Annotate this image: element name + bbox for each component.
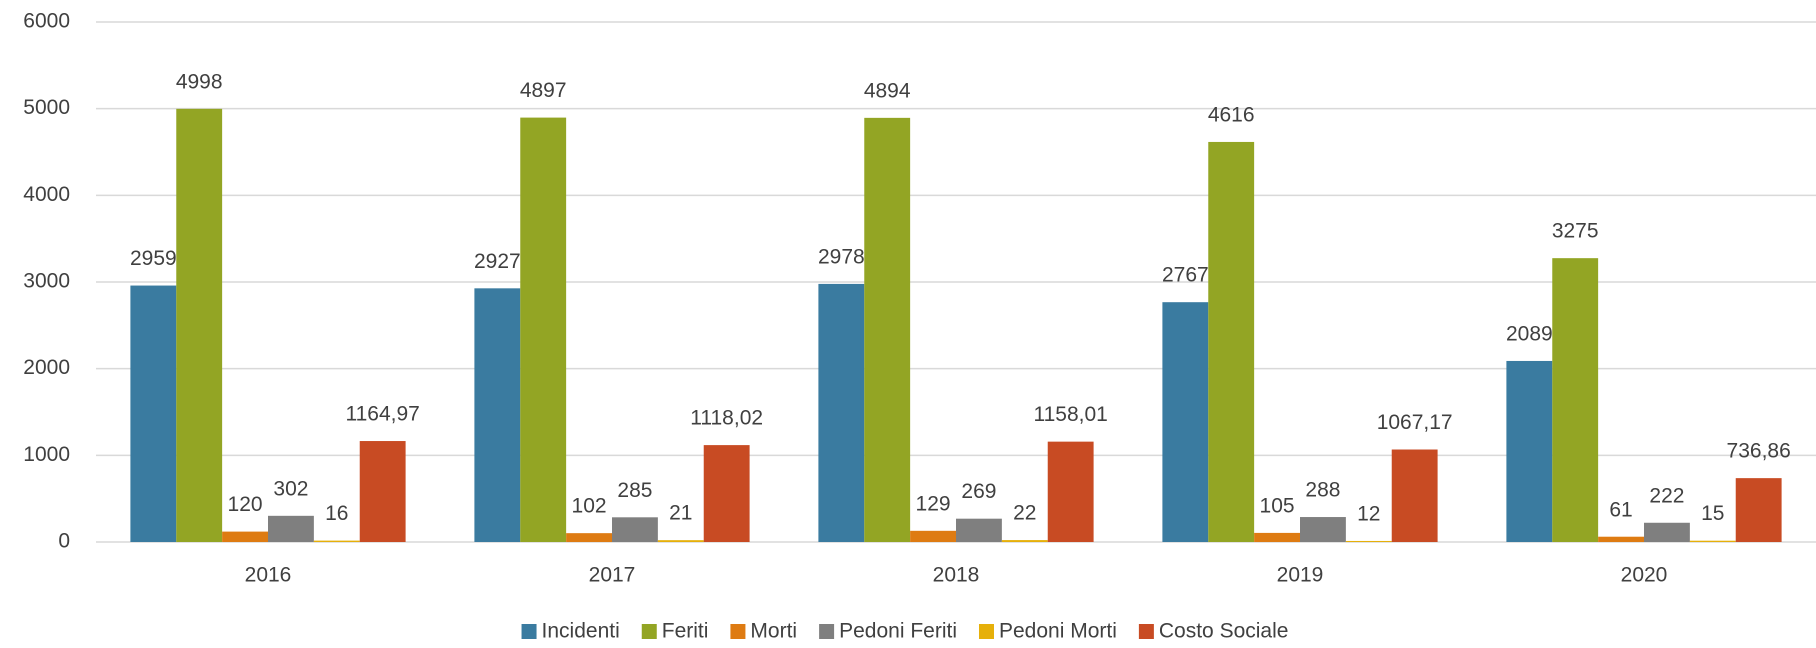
y-tick-label: 1000 <box>23 443 70 466</box>
data-label: 288 <box>1305 479 1340 502</box>
bar <box>1598 536 1644 542</box>
bar <box>818 283 865 542</box>
bar <box>268 515 314 542</box>
bar <box>1644 522 1690 542</box>
data-label: 4894 <box>864 79 911 102</box>
data-label: 2927 <box>474 250 521 273</box>
bar <box>657 540 704 542</box>
data-label: 1118,02 <box>690 407 763 430</box>
x-tick-label: 2017 <box>589 564 636 587</box>
data-label: 2978 <box>818 245 865 268</box>
legend-label: Feriti <box>662 620 709 643</box>
x-tick-label: 2016 <box>245 564 292 587</box>
bar <box>1735 478 1782 542</box>
data-label: 102 <box>572 495 607 518</box>
bar <box>1162 302 1209 542</box>
data-label: 61 <box>1609 498 1632 521</box>
legend-swatch <box>521 624 537 639</box>
legend-swatch <box>641 624 657 639</box>
bar <box>1552 258 1599 542</box>
bar <box>1001 540 1048 542</box>
data-label: 2767 <box>1162 264 1209 287</box>
legend-label: Incidenti <box>542 620 620 643</box>
legend-label: Morti <box>750 620 797 643</box>
bar <box>222 531 268 542</box>
bar <box>566 533 612 542</box>
data-label: 21 <box>669 502 692 525</box>
bar <box>176 108 223 542</box>
bar <box>703 445 750 542</box>
y-tick-label: 6000 <box>23 10 70 33</box>
bar <box>474 288 521 542</box>
data-label: 105 <box>1260 494 1295 517</box>
x-tick-label: 2019 <box>1277 564 1324 587</box>
data-label: 120 <box>228 493 263 516</box>
y-tick-label: 4000 <box>23 183 70 206</box>
data-label: 736,86 <box>1727 440 1791 463</box>
bar <box>1506 360 1553 542</box>
data-label: 222 <box>1649 484 1684 507</box>
bar <box>1047 441 1094 542</box>
legend-swatch <box>1138 624 1154 639</box>
data-label: 16 <box>325 502 348 525</box>
bar <box>520 117 567 543</box>
bar <box>1254 532 1300 542</box>
bar <box>956 518 1002 542</box>
bar <box>1391 449 1438 542</box>
data-label: 1164,97 <box>345 403 419 426</box>
bar <box>864 117 911 542</box>
bar <box>1300 517 1346 542</box>
data-label: 285 <box>617 479 652 502</box>
legend-swatch <box>819 624 835 639</box>
data-label: 3275 <box>1552 220 1599 243</box>
legend-label: Pedoni Morti <box>999 620 1117 643</box>
bar <box>130 285 177 542</box>
legend-swatch <box>730 624 746 639</box>
legend-label: Pedoni Feriti <box>839 620 957 643</box>
data-label: 269 <box>961 480 996 503</box>
legend-label: Costo Sociale <box>1159 620 1289 643</box>
data-label: 1067,17 <box>1377 411 1453 434</box>
data-label: 12 <box>1357 503 1380 526</box>
bar <box>612 517 658 542</box>
y-tick-label: 2000 <box>23 356 70 379</box>
bar <box>1689 540 1736 542</box>
bar <box>910 530 956 542</box>
data-label: 2089 <box>1506 323 1553 346</box>
data-label: 129 <box>916 492 951 515</box>
data-label: 15 <box>1701 502 1724 525</box>
data-label: 4998 <box>176 70 223 93</box>
x-tick-label: 2018 <box>933 564 980 587</box>
legend-swatch <box>978 624 994 639</box>
y-tick-label: 5000 <box>23 96 70 119</box>
data-label: 22 <box>1013 502 1036 525</box>
x-tick-label: 2020 <box>1621 564 1668 587</box>
y-tick-label: 0 <box>58 530 70 553</box>
bar <box>1208 141 1255 543</box>
bar <box>359 441 406 542</box>
data-label: 1158,01 <box>1033 403 1107 426</box>
data-label: 2959 <box>130 247 177 270</box>
bar <box>313 540 360 542</box>
data-label: 4897 <box>520 79 567 102</box>
bar <box>1345 540 1392 542</box>
data-label: 302 <box>273 477 308 500</box>
y-tick-label: 3000 <box>23 270 70 293</box>
data-label: 4616 <box>1208 103 1255 126</box>
